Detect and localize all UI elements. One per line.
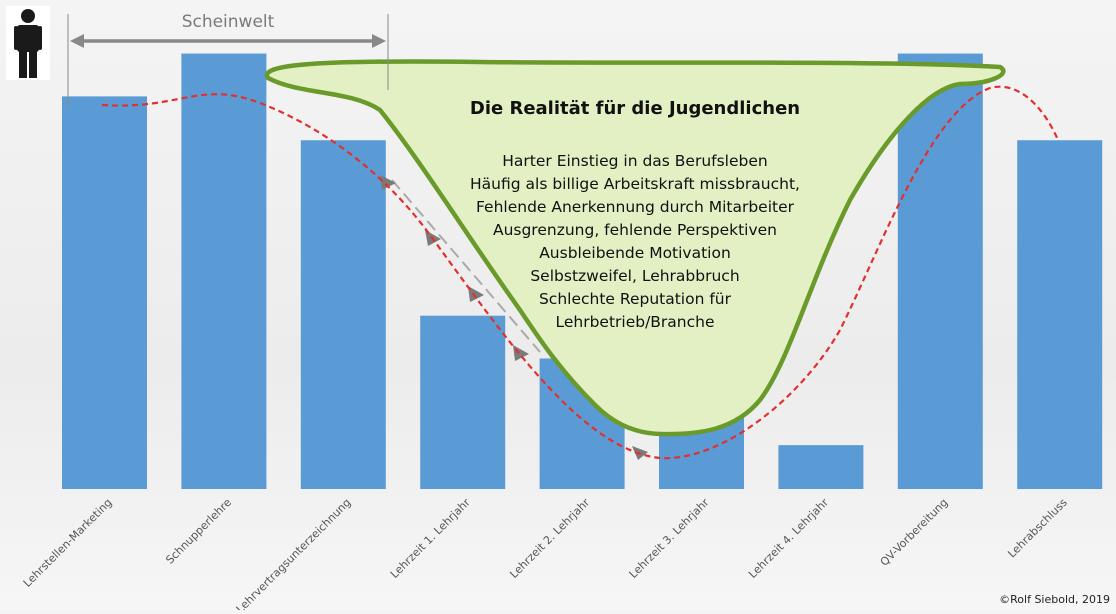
- callout-lines: Harter Einstieg in das Berufsleben Häufi…: [375, 150, 895, 334]
- motivation-curve: [101, 85, 1060, 460]
- callout-title: Die Realität für die Jugendlichen: [469, 98, 801, 119]
- bar-4: [420, 315, 506, 489]
- callout-line: Schlechte Reputation für: [538, 290, 732, 308]
- x-tick-label: Lehrvertragsunterzeichnung: [234, 496, 354, 610]
- trend-arrow-1: [380, 175, 396, 190]
- x-tick-label: Lehrzeit 2. Lehrjahr: [507, 496, 592, 581]
- bar-8: [897, 53, 983, 490]
- x-tick-label: Lehrzeit 4. Lehrjahr: [746, 496, 831, 581]
- x-tick-label: Schnupperlehre: [163, 496, 234, 567]
- illusion-arrow-head-right: [372, 34, 386, 48]
- callout-line: Lehrbetrieb/Branche: [555, 313, 715, 331]
- copyright-text: ©Rolf Siebold, 2019: [999, 593, 1110, 606]
- trend-arrow-4: [513, 345, 529, 361]
- illusion-label: Scheinwelt: [181, 12, 275, 32]
- callout-line: Häufig als billige Arbeitskraft missbrau…: [470, 175, 800, 193]
- x-tick-label: Lehrzeit 1. Lehrjahr: [388, 496, 473, 581]
- bar-7: [778, 445, 864, 489]
- callout-line: Ausbleibende Motivation: [539, 244, 731, 262]
- callout-line: Ausgrenzung, fehlende Perspektiven: [492, 221, 778, 239]
- illusion-arrow-head-left: [70, 34, 84, 48]
- callout-line: Fehlende Anerkennung durch Mitarbeiter: [475, 198, 794, 216]
- callout-line: Harter Einstieg in das Berufsleben: [502, 152, 768, 170]
- bar-1: [62, 96, 147, 489]
- x-tick-label: Lehrabschluss: [1005, 496, 1070, 561]
- decline-trend-line: [391, 179, 541, 353]
- bar-3: [300, 140, 386, 489]
- reality-funnel-callout: [264, 59, 1006, 437]
- bar-2: [181, 53, 267, 490]
- bar-9: [1017, 140, 1103, 489]
- callout-line: Selbstzweifel, Lehrabbruch: [530, 267, 740, 285]
- trend-arrow-3: [468, 286, 484, 302]
- person-icon: [6, 6, 50, 80]
- x-axis-labels: Lehrstellen-Marketing Schnupperlehre Lehrv…: [21, 496, 1070, 614]
- x-tick-label: QV-Vorbereitung: [878, 496, 951, 569]
- x-tick-label: Lehrstellen-Marketing: [21, 496, 115, 590]
- bars-group: [62, 53, 1103, 490]
- x-tick-label: Lehrzeit 3. Lehrjahr: [627, 496, 712, 581]
